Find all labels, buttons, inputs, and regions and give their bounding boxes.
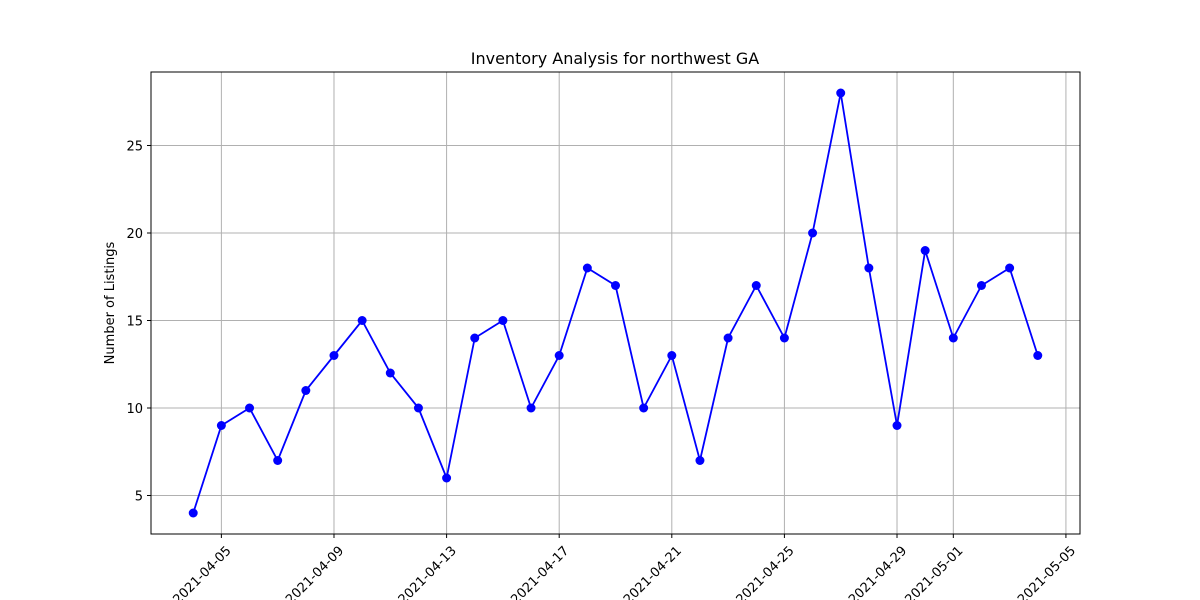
grid xyxy=(151,72,1080,534)
data-point xyxy=(808,228,818,238)
data-point xyxy=(667,351,677,360)
data-point xyxy=(385,368,395,378)
data-point xyxy=(1033,351,1043,360)
data-point xyxy=(948,333,958,343)
x-tick-label: 2021-04-21 xyxy=(621,544,685,600)
axis-ticks: 5 10 15 20 25 2021-04-05 2021-04-09 2021-04-13 2… xyxy=(126,140,1079,600)
y-tick-label: 25 xyxy=(126,140,143,155)
data-series xyxy=(188,88,1043,518)
data-point xyxy=(357,316,367,325)
data-point xyxy=(864,263,874,273)
data-point xyxy=(526,403,536,413)
data-point xyxy=(695,456,705,465)
x-tick-label: 2021-04-13 xyxy=(396,544,460,600)
y-tick-label: 5 xyxy=(135,490,143,505)
data-point xyxy=(245,403,255,413)
data-point xyxy=(976,281,986,290)
data-point xyxy=(779,333,789,343)
y-axis-label: Number of Listings xyxy=(103,241,118,364)
data-point xyxy=(498,316,508,325)
y-tick-label: 20 xyxy=(126,227,143,242)
data-point xyxy=(723,333,733,343)
data-point xyxy=(301,386,311,395)
data-point xyxy=(273,456,283,465)
data-point xyxy=(188,508,198,518)
data-point xyxy=(920,246,930,255)
data-point xyxy=(582,263,592,273)
x-tick-label: 2021-05-01 xyxy=(902,544,966,600)
chart-title: Inventory Analysis for northwest GA xyxy=(471,49,760,68)
data-point xyxy=(836,88,846,98)
data-point xyxy=(216,421,226,430)
x-tick-label: 2021-04-25 xyxy=(734,544,798,600)
plot-frame xyxy=(150,71,1081,535)
data-point xyxy=(892,421,902,430)
data-point xyxy=(639,403,649,413)
x-tick-label: 2021-05-05 xyxy=(1015,544,1079,600)
data-point xyxy=(413,403,423,413)
data-point xyxy=(442,473,452,483)
data-point xyxy=(611,281,620,290)
x-tick-label: 2021-04-05 xyxy=(171,544,235,600)
y-tick-label: 15 xyxy=(126,315,143,330)
x-tick-label: 2021-04-29 xyxy=(846,544,910,600)
data-point xyxy=(1005,263,1015,273)
series-line xyxy=(192,92,1039,514)
data-point xyxy=(751,281,761,290)
x-tick-label: 2021-04-09 xyxy=(283,544,347,600)
data-point xyxy=(329,351,339,360)
data-point xyxy=(554,351,564,360)
data-point xyxy=(470,333,480,343)
x-tick-label: 2021-04-17 xyxy=(508,544,572,600)
y-tick-label: 10 xyxy=(126,402,143,417)
